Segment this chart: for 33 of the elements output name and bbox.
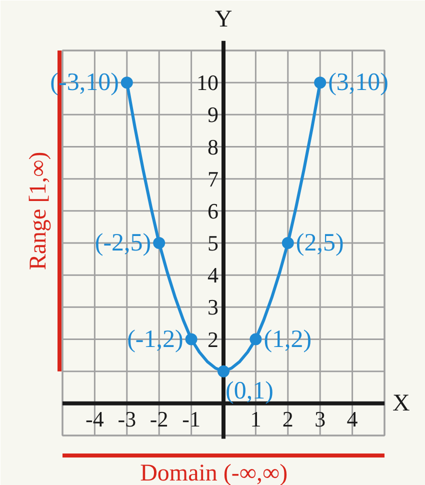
x-tick-label: -4 [86, 406, 104, 432]
point [185, 333, 198, 346]
x-tick-label: 4 [346, 406, 358, 432]
annotation: (-2,5) [94, 230, 152, 256]
annotation: (0,1) [226, 377, 274, 404]
point [314, 76, 326, 89]
point [120, 76, 133, 89]
point [282, 237, 294, 249]
y-axis-title: Y [214, 6, 232, 32]
annotation: (1,2) [264, 326, 312, 353]
x-tick-label: -3 [118, 406, 136, 432]
y-tick-label: 10 [196, 70, 218, 96]
y-tick-label: 5 [208, 230, 218, 256]
y-tick-label: 7 [208, 166, 218, 192]
y-tick-label: 6 [208, 198, 218, 224]
annotation: (-1,2) [127, 326, 184, 353]
y-tick-label: 4 [208, 262, 218, 288]
x-tick-label: 1 [250, 406, 262, 432]
y-tick-label: 2 [208, 326, 218, 352]
x-tick-label: 3 [314, 406, 326, 432]
y-tick-label: 9 [208, 102, 218, 128]
point [250, 333, 262, 346]
point [153, 237, 166, 249]
x-tick-label: 2 [282, 406, 294, 432]
point [218, 365, 230, 378]
annotation: (2,5) [296, 230, 344, 256]
x-tick-label: -1 [182, 406, 200, 432]
annotation: (3,10) [328, 69, 389, 96]
x-tick-label: -2 [150, 406, 168, 432]
y-tick-label: 8 [208, 134, 218, 160]
text: Range [1,∞) [26, 152, 52, 270]
x-axis-title: X [392, 390, 410, 416]
y-tick-label: 3 [208, 294, 218, 320]
